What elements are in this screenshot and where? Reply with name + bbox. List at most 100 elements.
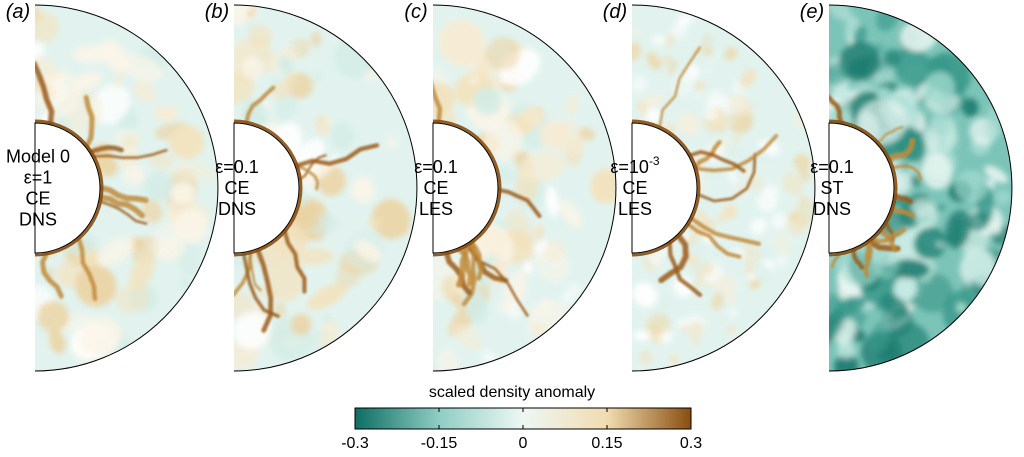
panel-text-line: DNS: [218, 199, 256, 219]
field-blob: [748, 175, 764, 191]
plume-streak: [863, 239, 871, 278]
plume-streak: [295, 165, 320, 191]
field-blob: [590, 168, 616, 204]
field-blob: [893, 47, 933, 88]
field-blob: [711, 292, 724, 311]
inner-boundary-layer: [829, 119, 898, 257]
field-blob: [697, 91, 701, 99]
field-blob: [743, 168, 752, 177]
field-blob: [173, 162, 213, 181]
field-blob: [174, 209, 208, 244]
panel-plumes: [35, 61, 168, 302]
field-blob: [741, 245, 762, 266]
field-blob: [119, 53, 163, 82]
field-blob: [775, 255, 788, 267]
colorbar-tick-label: -0.15: [421, 435, 458, 452]
field-blob: [829, 310, 845, 349]
field-blob: [913, 227, 947, 260]
panel-text-line: CE: [25, 189, 50, 209]
plume-streak: [443, 249, 472, 296]
plume-streak: [693, 134, 779, 173]
field-blob: [963, 245, 997, 286]
field-blob: [667, 59, 678, 76]
plume-streak: [829, 94, 845, 126]
field-blob: [954, 169, 989, 203]
plume-streak: [241, 251, 280, 318]
field-blob: [143, 171, 174, 202]
field-blob: [701, 175, 707, 182]
field-blob: [371, 198, 411, 240]
field-blob: [141, 199, 163, 223]
field-blob: [320, 117, 331, 133]
field-blob: [72, 71, 103, 91]
field-blob: [669, 353, 680, 364]
field-blob: [97, 237, 135, 267]
plume-streak: [866, 239, 874, 260]
plume-streak: [687, 150, 746, 173]
field-blob: [935, 241, 946, 249]
field-blob: [241, 56, 264, 80]
field-blob: [722, 204, 738, 220]
field-blob: [758, 245, 779, 259]
panel-label: (c): [404, 1, 427, 23]
field-blob: [677, 319, 686, 328]
field-blob: [290, 313, 312, 336]
field-blob: [893, 275, 918, 302]
field-blob: [793, 153, 811, 172]
field-blob: [479, 227, 508, 257]
field-blob: [493, 219, 507, 229]
field-blob: [210, 172, 218, 182]
field-blob: [314, 69, 324, 83]
plume-streak: [91, 148, 168, 160]
field-blob: [558, 200, 583, 228]
field-blob: [278, 55, 293, 74]
field-blob: [682, 137, 696, 145]
field-blob: [551, 120, 587, 155]
field-blob: [690, 321, 704, 335]
plume-streak: [696, 152, 757, 203]
panel-plumes: [658, 46, 779, 297]
colorbar-tick-label: -0.3: [341, 435, 369, 452]
colorbar-tick-label: 0.15: [591, 435, 622, 452]
field-blob: [704, 33, 720, 51]
field-blob: [354, 239, 382, 263]
field-blob: [877, 87, 892, 102]
outer-boundary: [828, 4, 1013, 372]
panel-text-line: ε=0.1: [215, 157, 259, 177]
field-blob: [834, 354, 859, 371]
field-blob: [310, 31, 322, 47]
plume-streak: [433, 56, 443, 125]
panel-plumes: [829, 94, 922, 278]
field-blob: [915, 204, 939, 229]
inner-core: [432, 122, 499, 254]
field-blob: [81, 316, 121, 356]
field-blob: [35, 71, 81, 119]
field-blob: [642, 94, 664, 108]
field-blob: [911, 272, 954, 313]
field-blob: [770, 213, 788, 230]
panel-text-line: LES: [618, 199, 652, 219]
plume-streak: [83, 95, 95, 150]
field-blob: [120, 147, 139, 171]
field-blob: [129, 253, 155, 291]
field-blob: [772, 231, 792, 255]
panel-field: [433, 5, 616, 371]
field-blob: [725, 326, 737, 333]
plume-streak: [455, 242, 470, 288]
panel-text-line: DNS: [19, 210, 57, 230]
plume-streak: [876, 126, 904, 144]
plume-streak: [35, 61, 55, 127]
field-blob: [673, 276, 694, 297]
plume-streak: [667, 240, 703, 297]
field-blob: [829, 5, 852, 21]
panel-text-line: ε=1: [24, 168, 53, 188]
field-blob: [705, 65, 710, 72]
panel-text-line: LES: [419, 199, 453, 219]
field-blob: [829, 61, 848, 86]
panel-text-line: DNS: [813, 199, 851, 219]
field-blob: [671, 24, 687, 39]
field-blob: [641, 284, 656, 299]
field-blob: [833, 296, 867, 315]
field-blob: [924, 129, 940, 150]
